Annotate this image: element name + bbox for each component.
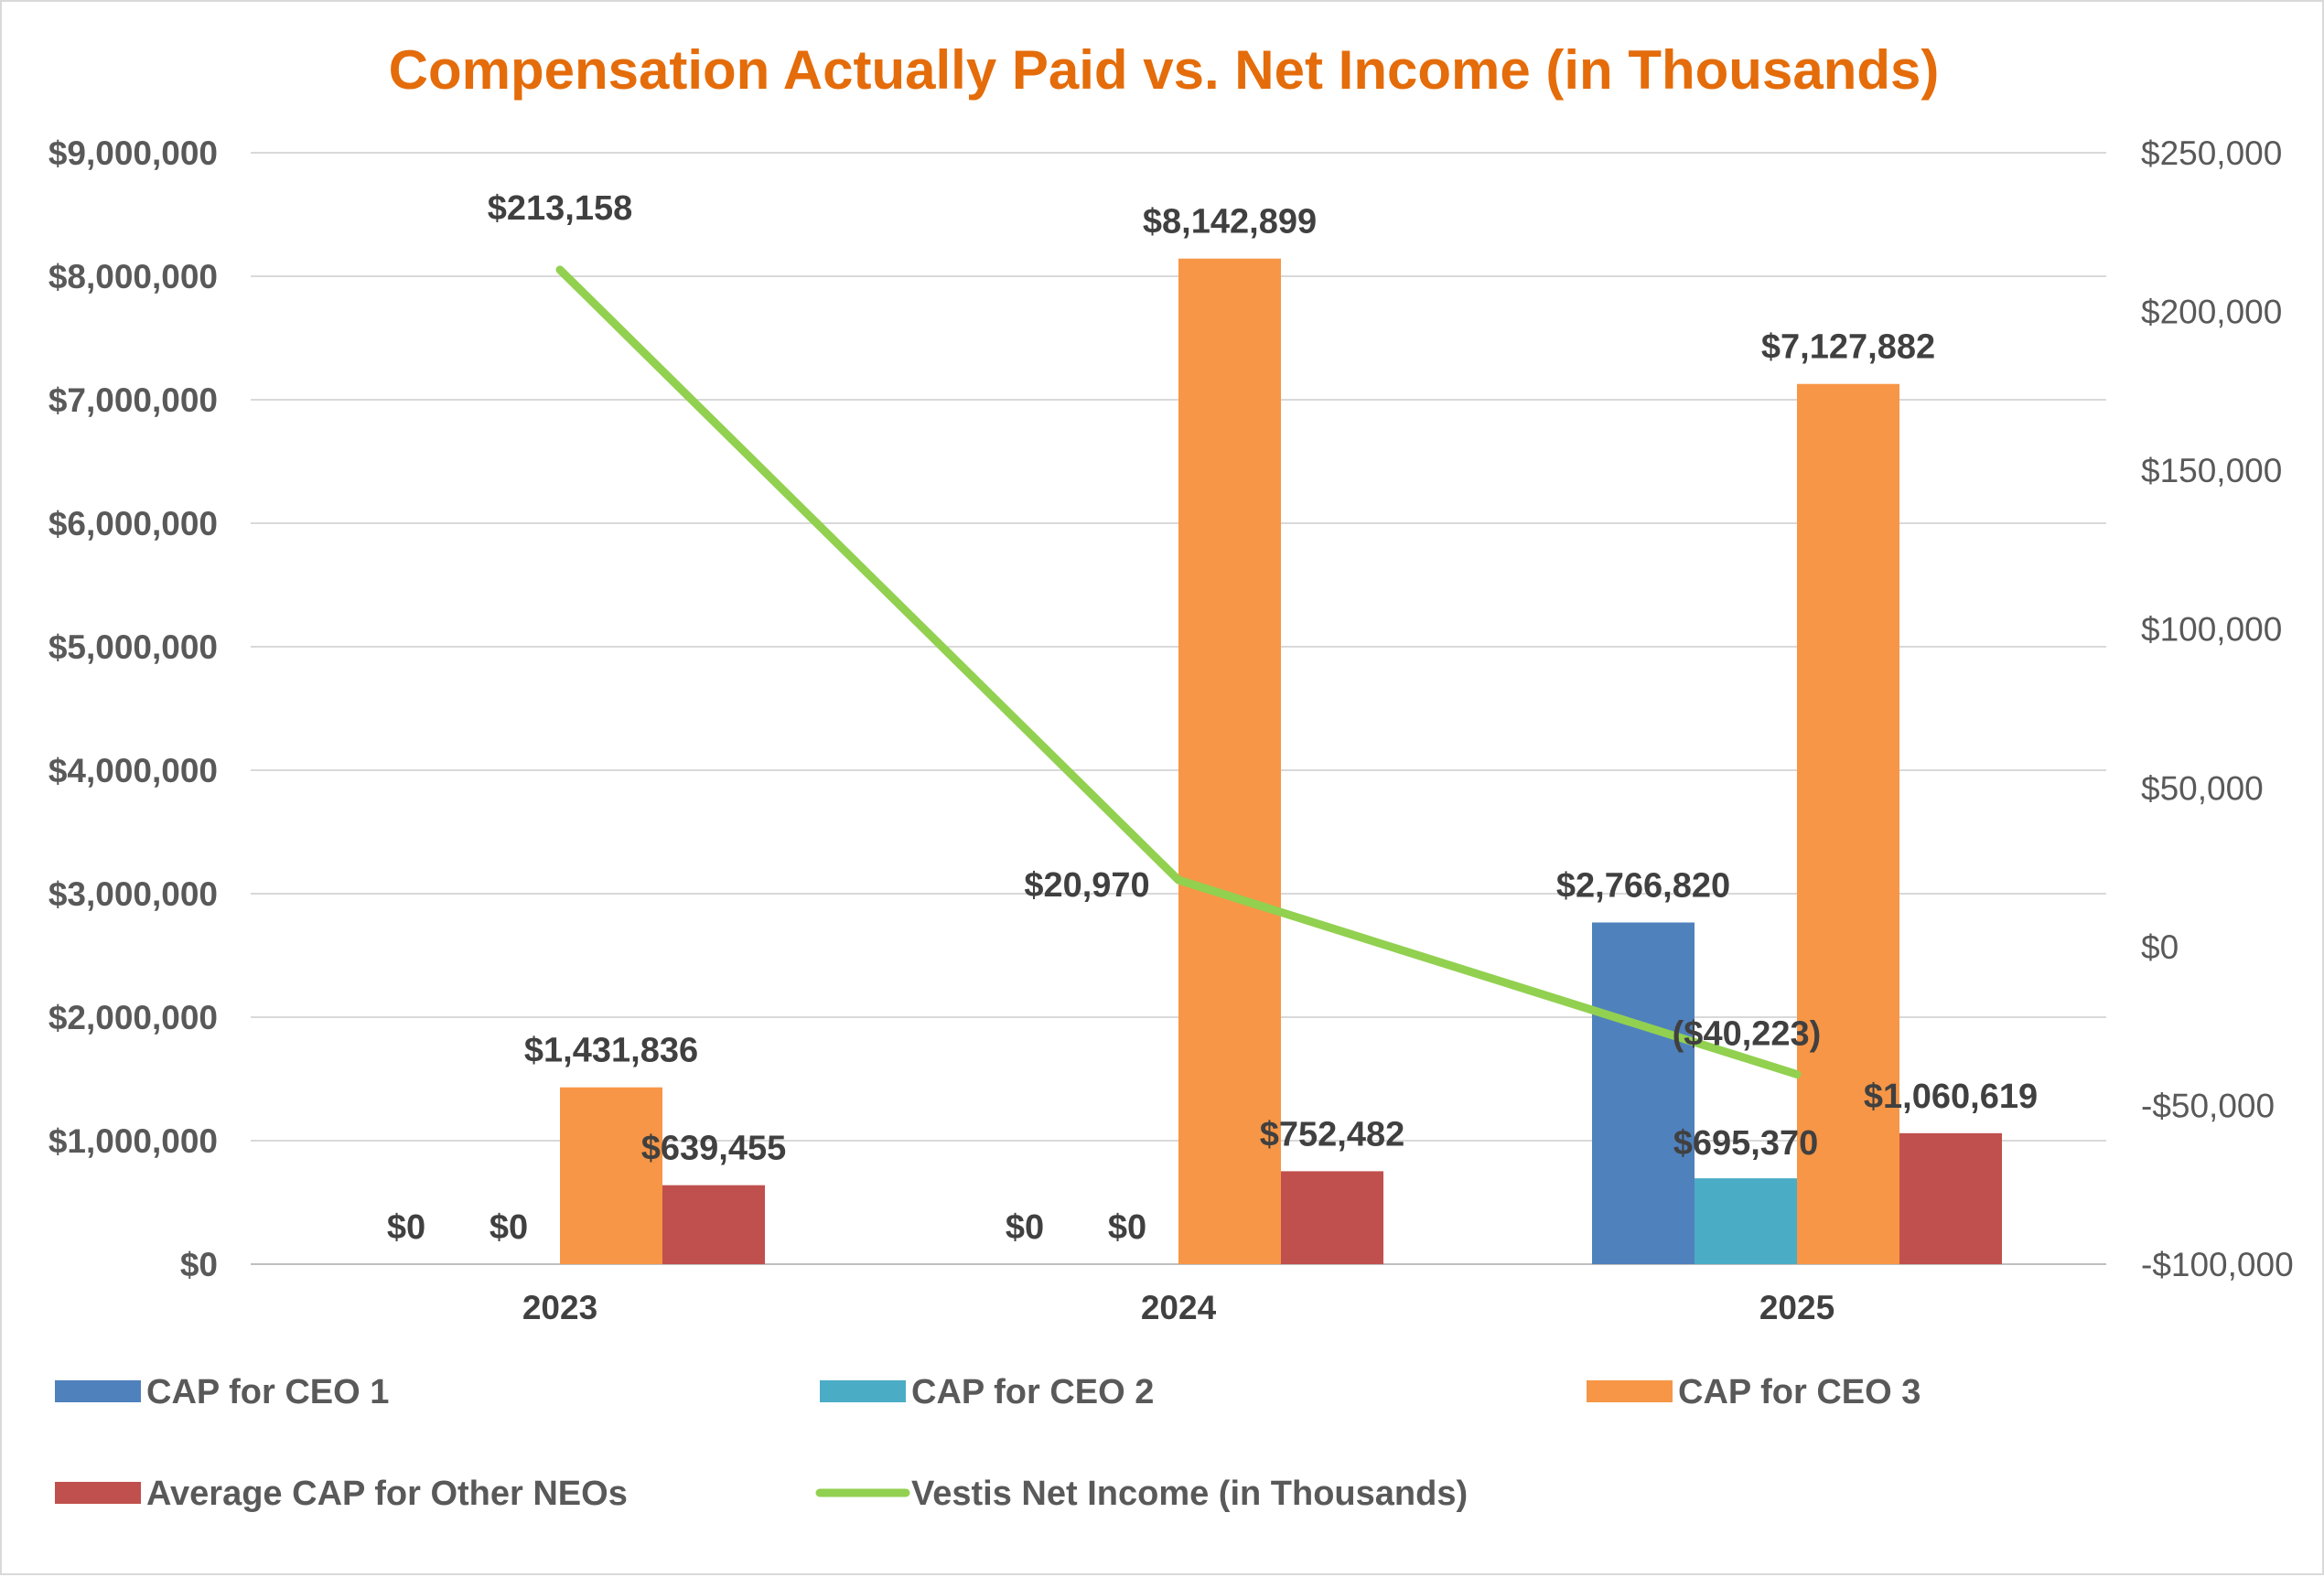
- legend-ceo3-swatch: [1587, 1380, 1673, 1402]
- bar-data-label: $8,142,899: [1143, 203, 1317, 241]
- bar-2-2024: [1178, 259, 1281, 1264]
- y-right-tick-label: $50,000: [2141, 769, 2264, 807]
- chart-title: Compensation Actually Paid vs. Net Incom…: [389, 39, 1940, 101]
- y-left-tick-label: $3,000,000: [48, 875, 218, 913]
- x-tick-label: 2025: [1759, 1289, 1834, 1326]
- bar-data-label: $752,482: [1260, 1115, 1405, 1153]
- bar-3-2024: [1281, 1171, 1383, 1264]
- bar-data-label: $1,431,836: [524, 1032, 698, 1070]
- legend-other-neos: Average CAP for Other NEOs: [55, 1475, 628, 1513]
- y-right-tick-label: $250,000: [2141, 134, 2282, 172]
- y-left-tick-label: $5,000,000: [48, 628, 218, 666]
- legend-other-neos-swatch: [55, 1482, 141, 1504]
- y-left-tick-label: $0: [180, 1246, 218, 1283]
- bar-data-label: $1,060,619: [1864, 1078, 2038, 1116]
- bar-data-label: $0: [490, 1208, 528, 1247]
- legend-net-income-label: Vestis Net Income (in Thousands): [911, 1475, 1468, 1513]
- y-left-tick-label: $1,000,000: [48, 1122, 218, 1160]
- legend-ceo2-label: CAP for CEO 2: [911, 1373, 1154, 1411]
- bar-data-label: $7,127,882: [1761, 328, 1935, 367]
- bar-data-label: $695,370: [1673, 1124, 1819, 1163]
- y-left-tick-label: $9,000,000: [48, 134, 218, 172]
- legend-ceo1-label: CAP for CEO 1: [146, 1373, 389, 1411]
- legend-ceo2: CAP for CEO 2: [820, 1373, 1154, 1411]
- bar-data-label: $2,766,820: [1556, 866, 1730, 905]
- line-data-label: $213,158: [488, 189, 633, 228]
- y-right-tick-label: $150,000: [2141, 452, 2282, 489]
- legend-ceo2-swatch: [820, 1380, 906, 1402]
- bar-0-2025: [1592, 922, 1695, 1264]
- legend-ceo1-swatch: [55, 1380, 141, 1402]
- y-right-tick-label: -$50,000: [2141, 1087, 2275, 1124]
- legend-net-income: Vestis Net Income (in Thousands): [820, 1475, 1468, 1513]
- bars: [560, 259, 2002, 1264]
- bar-3-2023: [662, 1185, 765, 1264]
- y-left-tick-label: $2,000,000: [48, 999, 218, 1036]
- y-right-tick-label: -$100,000: [2141, 1246, 2294, 1283]
- bar-1-2025: [1695, 1178, 1797, 1264]
- y-left-tick-label: $8,000,000: [48, 258, 218, 295]
- x-tick-label: 2023: [522, 1289, 597, 1326]
- legend: CAP for CEO 1 CAP for CEO 2 CAP for CEO 3 A…: [55, 1373, 1921, 1513]
- bar-data-label: $0: [1006, 1208, 1044, 1247]
- y-left-tick-label: $6,000,000: [48, 505, 218, 542]
- bar-data-label: $0: [1108, 1208, 1146, 1247]
- bar-2-2023: [560, 1088, 662, 1264]
- bar-data-label: $0: [387, 1208, 425, 1247]
- legend-ceo3: CAP for CEO 3: [1587, 1373, 1921, 1411]
- legend-ceo1: CAP for CEO 1: [55, 1373, 389, 1411]
- y-right-tick-label: $0: [2141, 928, 2179, 966]
- legend-ceo3-label: CAP for CEO 3: [1678, 1373, 1921, 1411]
- bar-data-label: $639,455: [641, 1130, 787, 1168]
- line-data-label: $20,970: [1024, 866, 1149, 905]
- x-tick-label: 2024: [1141, 1289, 1217, 1326]
- y-right-tick-label: $200,000: [2141, 294, 2282, 331]
- bar-3-2025: [1899, 1133, 2002, 1264]
- y-right-tick-label: $100,000: [2141, 611, 2282, 649]
- legend-other-neos-label: Average CAP for Other NEOs: [146, 1475, 628, 1513]
- y-left-tick-label: $7,000,000: [48, 381, 218, 419]
- y-left-tick-label: $4,000,000: [48, 752, 218, 789]
- line-data-label: ($40,223): [1673, 1014, 1822, 1053]
